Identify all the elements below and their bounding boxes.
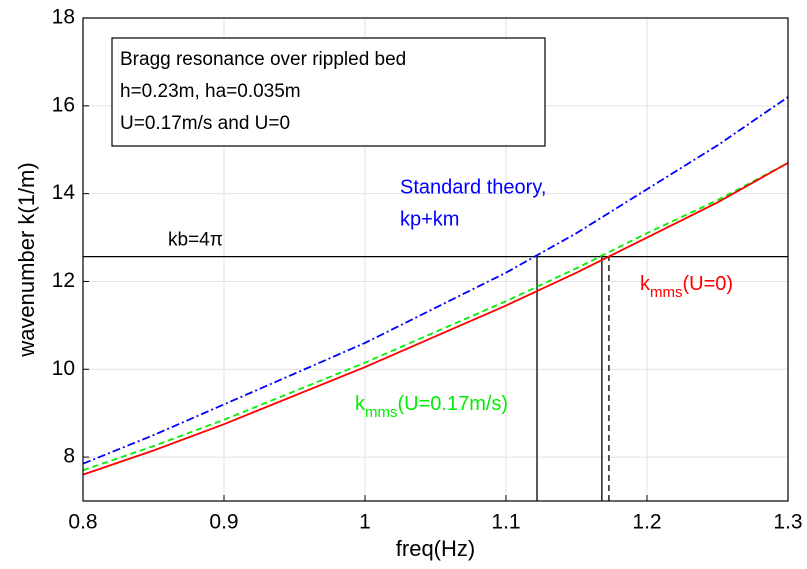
annotation-rest: (U=0) (683, 273, 734, 295)
x-tick-label: 0.9 (209, 511, 238, 534)
x-tick-label: 1.2 (632, 511, 661, 534)
series-line (82, 96, 789, 465)
annotation-main: k (640, 273, 651, 295)
y-tick-label: 10 (52, 357, 75, 380)
annotation-main: k (355, 393, 366, 415)
x-axis-label: freq(Hz) (396, 536, 475, 561)
y-tick-label: 16 (52, 93, 75, 116)
annotation: kmms(U=0) (640, 273, 733, 301)
text-box-line: Bragg resonance over rippled bed (120, 49, 406, 70)
annotation-rest: (U=0.17m/s) (398, 393, 509, 415)
x-tick-label: 1 (359, 511, 371, 534)
x-tick-label: 1.1 (491, 511, 520, 534)
y-tick-label: 12 (52, 269, 75, 292)
annotation-sub: mms (365, 404, 398, 421)
text-box-line: h=0.23m, ha=0.035m (120, 81, 301, 102)
text-box (111, 37, 546, 147)
y-tick-label: 18 (52, 6, 75, 29)
annotation-sub: mms (650, 284, 683, 301)
annotation: kp+km (400, 208, 459, 230)
text-box-line: U=0.17m/s and U=0 (120, 113, 290, 134)
series-line (82, 162, 789, 476)
annotation: kmms(U=0.17m/s) (355, 393, 508, 421)
x-tick-label: 1.3 (773, 511, 802, 534)
x-tick-label: 0.8 (68, 511, 97, 534)
reference-label: kb=4π (168, 230, 223, 251)
series-line (82, 162, 789, 472)
y-tick-label: 14 (52, 181, 76, 204)
y-axis-label: wavenumber k(1/m) (14, 162, 39, 357)
y-tick-label: 8 (63, 445, 75, 468)
annotation: Standard theory, (400, 176, 546, 198)
axes-box (82, 17, 789, 502)
